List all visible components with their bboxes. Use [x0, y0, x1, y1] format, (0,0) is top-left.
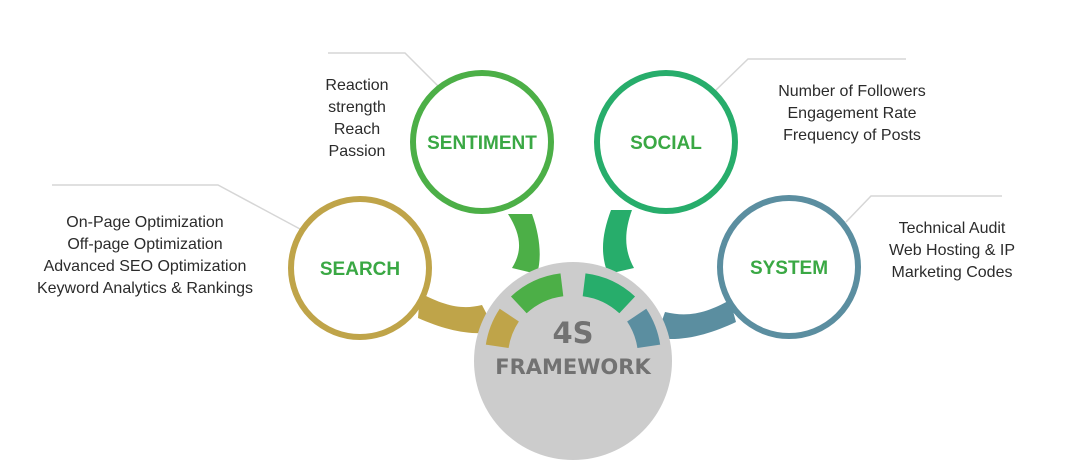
search-node	[288, 196, 432, 340]
sentiment-item: Reaction	[325, 77, 388, 94]
node-rings	[288, 70, 861, 340]
search-item: Off-page Optimization	[67, 236, 222, 253]
search-items: On-Page Optimization Off-page Optimizati…	[37, 214, 253, 297]
sentiment-item: Reach	[334, 121, 380, 138]
social-node	[594, 70, 738, 214]
search-item: Advanced SEO Optimization	[44, 258, 247, 275]
hub-subtitle: FRAMEWORK	[495, 355, 651, 379]
sentiment-item: Passion	[329, 143, 386, 160]
system-item: Marketing Codes	[892, 264, 1013, 281]
social-items: Number of Followers Engagement Rate Freq…	[778, 83, 926, 144]
hub-title: 4S	[552, 316, 593, 350]
social-item: Number of Followers	[778, 83, 926, 100]
sentiment-node	[410, 70, 554, 214]
system-item: Technical Audit	[899, 220, 1006, 237]
connectors	[418, 210, 736, 340]
system-node	[717, 195, 861, 339]
social-arc-segment	[582, 273, 636, 314]
system-node-label: SYSTEM	[750, 258, 828, 279]
search-item: Keyword Analytics & Rankings	[37, 280, 253, 297]
search-item: On-Page Optimization	[66, 214, 223, 231]
hub-arc-segments	[485, 273, 661, 349]
sentiment-node-label: SENTIMENT	[427, 133, 537, 154]
search-arc-segment	[485, 308, 520, 349]
social-connector	[602, 210, 634, 274]
system-connector	[656, 300, 736, 340]
system-leader-line	[845, 195, 1002, 223]
leader-lines	[52, 52, 1002, 230]
system-items: Technical Audit Web Hosting & IP Marketi…	[889, 220, 1015, 281]
sentiment-connector	[508, 214, 540, 274]
social-leader-line	[714, 58, 906, 92]
social-item: Frequency of Posts	[783, 127, 921, 144]
search-connector	[418, 293, 496, 334]
sentiment-item: strength	[328, 99, 386, 116]
system-item: Web Hosting & IP	[889, 242, 1015, 259]
sentiment-leader-line	[328, 52, 442, 90]
sentiment-items: Reaction strength Reach Passion	[325, 77, 388, 160]
search-leader-line	[52, 184, 301, 230]
sentiment-arc-segment	[510, 273, 564, 314]
hub-circle	[474, 262, 672, 460]
search-node-label: SEARCH	[320, 259, 400, 280]
social-item: Engagement Rate	[788, 105, 917, 122]
system-arc-segment	[626, 308, 661, 349]
social-node-label: SOCIAL	[630, 133, 702, 154]
